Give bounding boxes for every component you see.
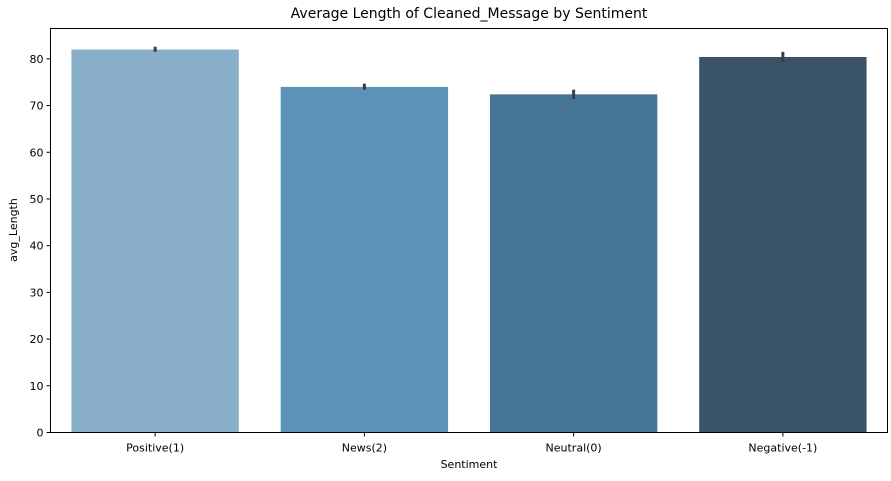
x-tick-label: Negative(-1) [748,442,817,455]
error-bars-group [153,46,785,100]
bar-3 [489,94,658,433]
y-tick-label: 10 [30,380,44,393]
y-tick-label: 50 [30,193,44,206]
x-tick-label: Positive(1) [126,442,184,455]
plot-frame [50,28,888,433]
bar-1 [71,49,239,433]
y-tick-label: 80 [30,53,44,66]
y-axis: 0 10 20 30 40 50 60 70 80 [30,53,51,440]
y-tick-label: 0 [37,427,44,440]
y-tick-label: 60 [30,146,44,159]
y-tick-label: 20 [30,333,44,346]
y-axis-label: avg_Length [7,198,20,262]
x-tick-label: News(2) [342,442,387,455]
bars-group [71,49,867,433]
y-tick-label: 40 [30,240,44,253]
x-axis-label: Sentiment [441,458,499,471]
y-tick-label: 70 [30,100,44,113]
bar-4 [699,56,867,433]
chart-title: Average Length of Cleaned_Message by Sen… [291,6,648,22]
x-tick-label: Neutral(0) [546,442,602,455]
x-axis: Positive(1) News(2) Neutral(0) Negative(-1) [126,432,817,455]
y-tick-label: 30 [30,286,44,299]
bar-2 [280,86,449,433]
